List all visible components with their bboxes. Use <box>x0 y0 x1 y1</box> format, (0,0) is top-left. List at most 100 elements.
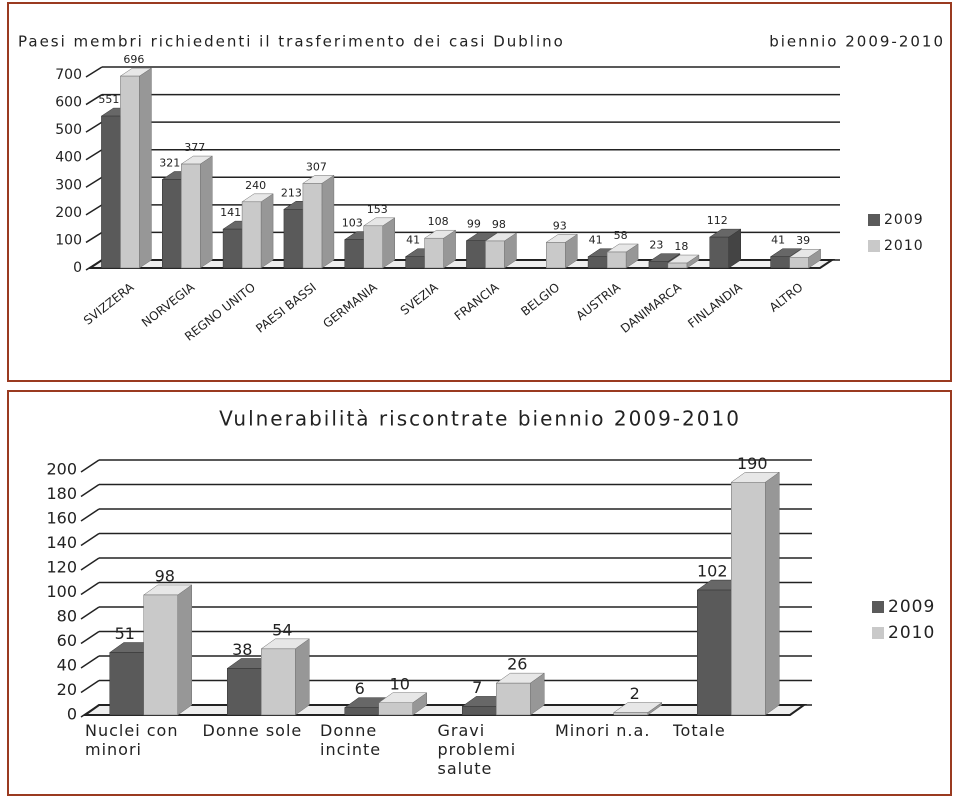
x-tick-label: Minori n.a. <box>555 721 651 740</box>
tick-mark <box>80 679 100 694</box>
x-tick-label: Gravi problemi salute <box>437 721 517 778</box>
bar-side <box>139 67 152 269</box>
y-tick-label: 200 <box>46 460 77 479</box>
tick-mark <box>80 630 100 645</box>
bar <box>606 251 627 269</box>
data-label: 39 <box>796 234 810 247</box>
x-tick-label: NORVEGIA <box>139 280 198 330</box>
bar <box>363 225 383 269</box>
x-tick-label: PAESI BASSI <box>253 280 319 336</box>
data-label: 99 <box>467 218 481 231</box>
data-label: 10 <box>390 674 410 693</box>
tick-mark <box>80 655 100 669</box>
tick-mark <box>80 704 100 718</box>
tick-mark <box>80 557 100 571</box>
x-tick-label: AUSTRIA <box>573 280 623 324</box>
data-label: 153 <box>367 203 388 216</box>
bar <box>143 594 178 716</box>
tick-mark <box>85 149 103 161</box>
y-tick-label: 200 <box>55 205 82 221</box>
x-tick-label: FRANCIA <box>452 280 502 324</box>
y-tick-label: 60 <box>57 631 77 650</box>
legend-label: 2010 <box>888 623 935 643</box>
data-label: 6 <box>355 679 365 698</box>
bar <box>101 115 121 269</box>
tick-mark <box>85 176 103 188</box>
x-tick-label-box: Donne incinte <box>320 721 382 759</box>
bar <box>344 707 379 716</box>
y-tick-label: 80 <box>57 607 77 626</box>
bar <box>241 201 262 269</box>
bar <box>120 75 140 269</box>
bar <box>546 242 566 269</box>
x-tick-label-box: Donne sole <box>202 721 303 740</box>
bar-side <box>260 193 274 269</box>
bar <box>770 256 790 269</box>
data-label: 41 <box>771 234 785 247</box>
chart-subtitle: biennio 2009-2010 <box>769 33 945 51</box>
x-tick-label: SVIZZERA <box>81 280 137 328</box>
bar <box>667 262 688 269</box>
data-label: 98 <box>155 566 175 585</box>
bar-side <box>382 217 395 269</box>
y-tick-label: 0 <box>73 260 82 276</box>
x-tick-label-box: Nuclei con minori <box>85 721 177 759</box>
tick-mark <box>85 259 103 271</box>
y-tick-label: 700 <box>55 67 82 83</box>
bar <box>162 179 182 269</box>
data-label: 41 <box>589 234 603 247</box>
data-label: 38 <box>232 640 252 659</box>
data-label: 213 <box>281 186 302 199</box>
x-tick-label-box: Minori n.a. <box>555 721 651 740</box>
x-tick-label-box: Gravi problemi salute <box>437 721 517 778</box>
bar <box>697 589 732 716</box>
data-label: 7 <box>472 678 482 697</box>
data-label: 108 <box>428 215 449 228</box>
data-label: 377 <box>184 141 205 154</box>
data-label: 98 <box>492 218 506 231</box>
x-tick-label: FINLANDIA <box>685 280 745 331</box>
bar <box>587 256 608 269</box>
y-tick-label: 180 <box>46 484 77 503</box>
bar <box>789 256 809 269</box>
tick-mark <box>85 121 103 133</box>
legend-swatch <box>872 627 884 639</box>
chart-title: Paesi membri richiedenti il trasferiment… <box>18 33 565 51</box>
x-tick-label: Donne incinte <box>320 721 382 759</box>
x-tick-label: BELGIO <box>518 280 562 319</box>
bar <box>261 648 296 716</box>
y-tick-label: 40 <box>57 656 77 675</box>
data-label: 240 <box>245 179 266 192</box>
tick-mark <box>80 581 100 596</box>
y-tick-label: 100 <box>46 582 77 601</box>
tick-mark <box>80 483 100 498</box>
x-tick-label-box: Totale <box>673 721 725 740</box>
x-tick-label: Donne sole <box>202 721 303 740</box>
bar <box>648 261 669 269</box>
y-tick-label: 140 <box>46 533 77 552</box>
bar <box>613 712 648 716</box>
bar <box>485 240 505 269</box>
bar <box>462 706 497 716</box>
y-tick-label: 600 <box>55 95 82 111</box>
legend-swatch <box>872 601 884 613</box>
data-label: 551 <box>98 93 119 106</box>
bar <box>496 682 531 716</box>
data-label: 696 <box>123 53 144 66</box>
y-tick-label: 500 <box>55 122 82 138</box>
y-tick-label: 160 <box>46 509 77 528</box>
tick-mark <box>85 93 103 106</box>
chart-frame <box>7 390 952 796</box>
data-label: 102 <box>697 562 728 581</box>
chart-title: Vulnerabilità riscontrate biennio 2009-2… <box>219 407 741 431</box>
bar <box>424 237 444 269</box>
bar-side <box>200 155 213 269</box>
data-label: 190 <box>737 454 768 473</box>
chart-frame <box>7 2 952 382</box>
bar <box>405 256 425 269</box>
data-label: 41 <box>406 234 420 247</box>
y-tick-label: 100 <box>55 232 82 248</box>
tick-mark <box>80 532 100 547</box>
bar-side <box>295 638 310 716</box>
